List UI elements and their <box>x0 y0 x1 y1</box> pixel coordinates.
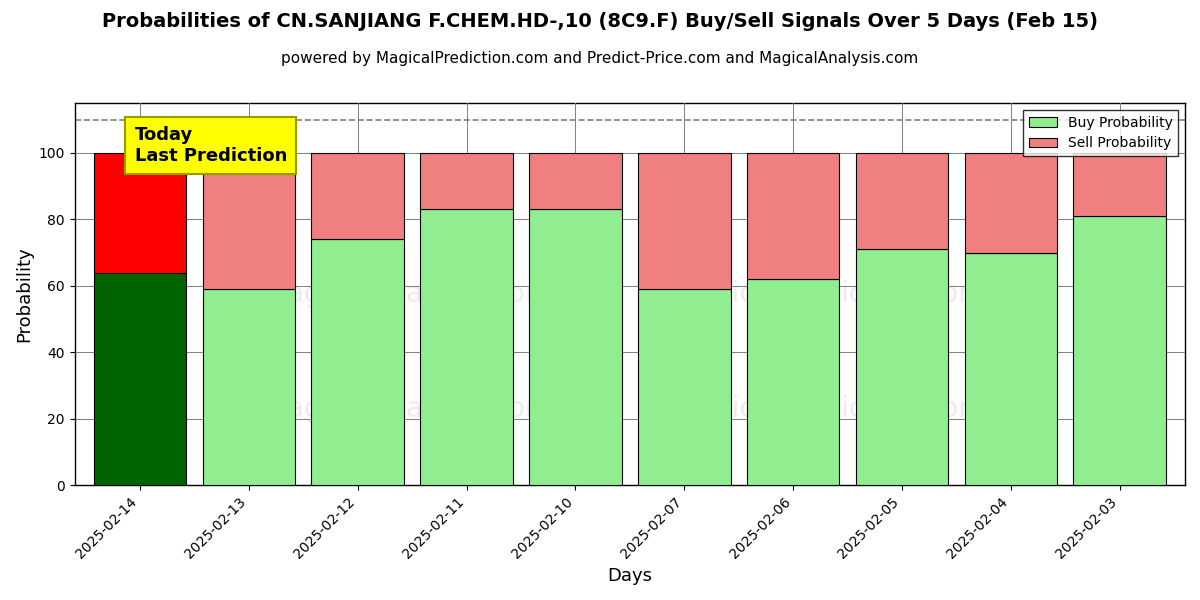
Bar <box>312 153 404 239</box>
Bar <box>965 253 1057 485</box>
Bar <box>638 153 731 289</box>
Text: MagicalPrediction.com: MagicalPrediction.com <box>673 395 986 423</box>
Text: MagicalAnalysis.com: MagicalAnalysis.com <box>263 280 552 308</box>
Text: Probabilities of CN.SANJIANG F.CHEM.HD-,10 (8C9.F) Buy/Sell Signals Over 5 Days : Probabilities of CN.SANJIANG F.CHEM.HD-,… <box>102 12 1098 31</box>
Bar <box>529 153 622 209</box>
Bar <box>638 289 731 485</box>
Bar <box>420 153 512 209</box>
Bar <box>1074 216 1166 485</box>
Bar <box>312 239 404 485</box>
Legend: Buy Probability, Sell Probability: Buy Probability, Sell Probability <box>1024 110 1178 156</box>
Bar <box>1074 153 1166 216</box>
X-axis label: Days: Days <box>607 567 653 585</box>
Text: MagicalPrediction.com: MagicalPrediction.com <box>673 280 986 308</box>
Bar <box>529 209 622 485</box>
Text: powered by MagicalPrediction.com and Predict-Price.com and MagicalAnalysis.com: powered by MagicalPrediction.com and Pre… <box>281 51 919 66</box>
Bar <box>856 153 948 249</box>
Bar <box>203 289 295 485</box>
Bar <box>420 209 512 485</box>
Text: MagicalAnalysis.com: MagicalAnalysis.com <box>263 395 552 423</box>
Bar <box>746 153 839 279</box>
Text: Today
Last Prediction: Today Last Prediction <box>134 126 287 165</box>
Bar <box>856 249 948 485</box>
Y-axis label: Probability: Probability <box>16 246 34 342</box>
Bar <box>965 153 1057 253</box>
Bar <box>94 153 186 272</box>
Bar <box>203 153 295 289</box>
Bar <box>746 279 839 485</box>
Bar <box>94 272 186 485</box>
